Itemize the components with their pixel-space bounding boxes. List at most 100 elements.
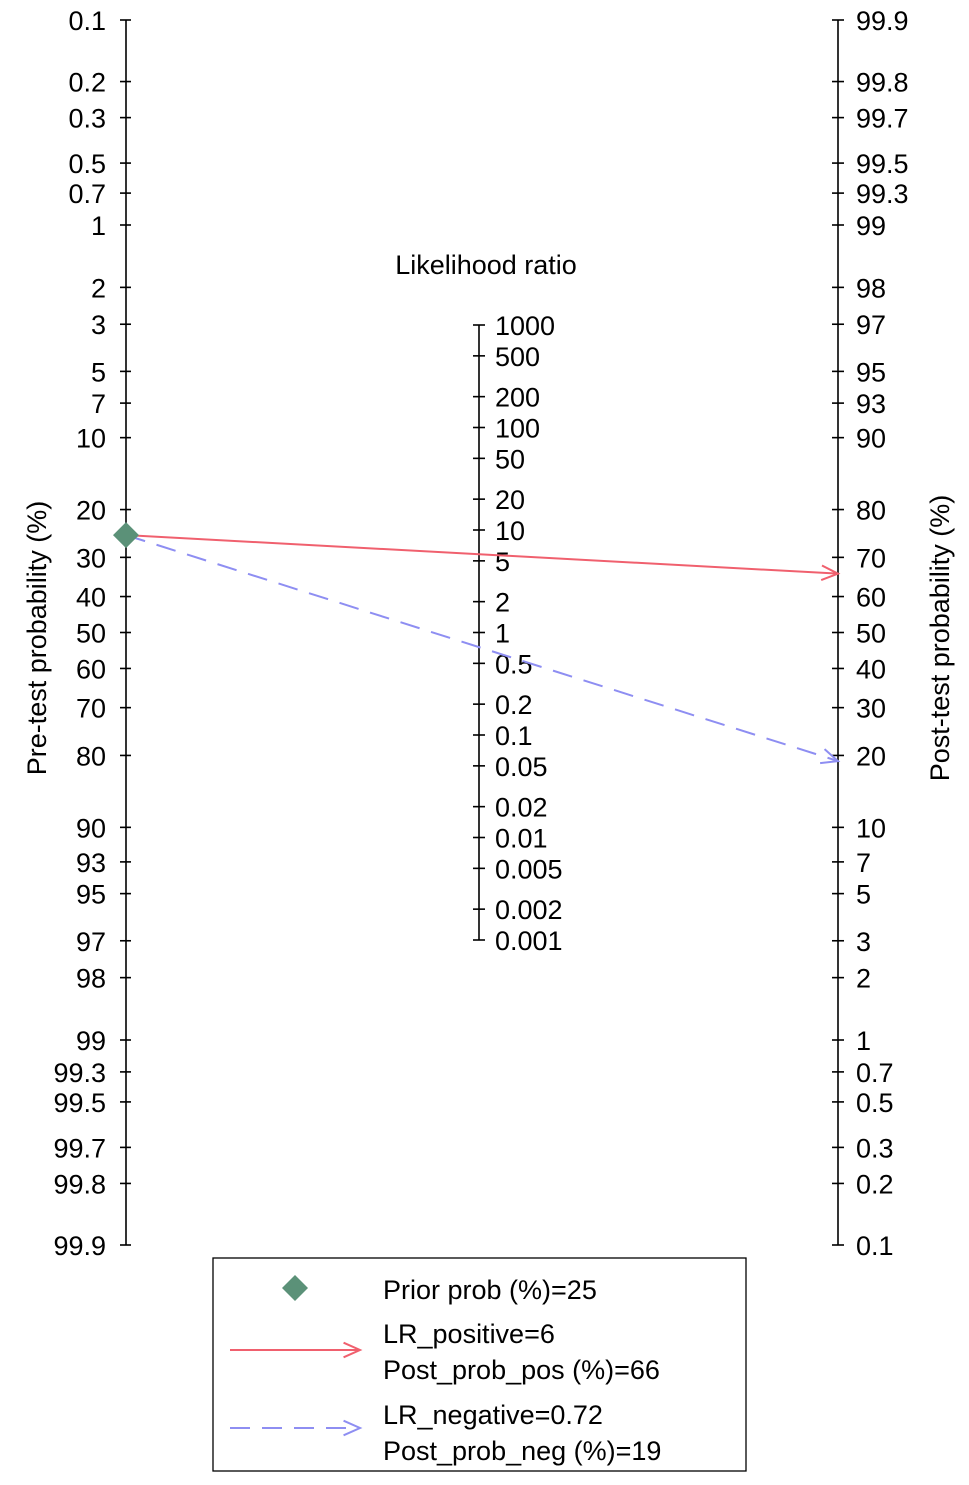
post-test-tick-label-3: 3 <box>856 927 871 957</box>
pre-test-tick-label-93: 93 <box>76 848 106 878</box>
likelihood-ratio-tick-label-5: 5 <box>495 547 510 577</box>
pre-test-tick-label-60: 60 <box>76 654 106 684</box>
positive-lr-line <box>125 534 839 575</box>
post-test-tick-label-50: 50 <box>856 619 886 649</box>
pre-test-tick-label-0-7: 0.7 <box>68 179 106 209</box>
post-test-tick-label-2: 2 <box>856 964 871 994</box>
pre-test-tick-label-7: 7 <box>91 389 106 419</box>
likelihood-ratio-tick-label-0-01: 0.01 <box>495 824 548 854</box>
legend-positive-arrowhead <box>343 1341 363 1359</box>
post-test-tick-label-93: 93 <box>856 389 886 419</box>
legend-negative-post-text: Post_prob_neg (%)=19 <box>383 1436 661 1466</box>
likelihood-ratio-tick-label-2: 2 <box>495 588 510 618</box>
pre-test-tick-label-99: 99 <box>76 1026 106 1056</box>
post-test-tick-label-99-9: 99.9 <box>856 6 909 36</box>
pre-test-tick-label-97: 97 <box>76 927 106 957</box>
likelihood-ratio-tick-label-0-05: 0.05 <box>495 752 548 782</box>
pre-test-tick-label-90: 90 <box>76 813 106 843</box>
post-test-axis-title: Post-test probability (%) <box>925 495 955 782</box>
positive-lr-arrowhead <box>820 564 841 582</box>
post-test-tick-label-0-1: 0.1 <box>856 1231 894 1261</box>
pre-test-tick-label-50: 50 <box>76 619 106 649</box>
legend-positive-lr-text: LR_positive=6 <box>383 1319 555 1349</box>
post-test-tick-label-99-5: 99.5 <box>856 149 909 179</box>
post-test-tick-label-99-7: 99.7 <box>856 104 909 134</box>
post-test-tick-label-7: 7 <box>856 848 871 878</box>
post-test-tick-label-5: 5 <box>856 880 871 910</box>
post-test-tick-label-90: 90 <box>856 424 886 454</box>
likelihood-ratio-tick-label-0-001: 0.001 <box>495 926 563 956</box>
likelihood-ratio-tick-label-1: 1 <box>495 619 510 649</box>
legend-prior-text: Prior prob (%)=25 <box>383 1275 597 1305</box>
pre-test-tick-label-99-9: 99.9 <box>53 1231 106 1261</box>
post-test-tick-label-1: 1 <box>856 1026 871 1056</box>
likelihood-ratio-tick-label-0-002: 0.002 <box>495 895 563 925</box>
pre-test-tick-label-3: 3 <box>91 310 106 340</box>
pre-test-tick-label-80: 80 <box>76 741 106 771</box>
likelihood-ratio-tick-label-20: 20 <box>495 485 525 515</box>
prior-probability-marker <box>113 522 139 549</box>
legend: Prior prob (%)=25 LR_positive=6 Post_pro… <box>212 1257 747 1472</box>
likelihood-ratio-tick-label-200: 200 <box>495 383 540 413</box>
post-test-tick-label-20: 20 <box>856 741 886 771</box>
pre-test-tick-label-95: 95 <box>76 880 106 910</box>
likelihood-ratio-tick-label-10: 10 <box>495 516 525 546</box>
nomogram-points <box>113 522 139 549</box>
post-test-tick-label-97: 97 <box>856 310 886 340</box>
post-test-tick-label-30: 30 <box>856 694 886 724</box>
pre-test-tick-label-0-1: 0.1 <box>68 6 106 36</box>
negative-lr-line <box>125 534 839 763</box>
pre-test-tick-label-1: 1 <box>91 211 106 241</box>
pre-test-tick-label-0-2: 0.2 <box>68 68 106 98</box>
negative-lr-arrowhead <box>820 748 841 765</box>
post-test-tick-label-0-2: 0.2 <box>856 1169 894 1199</box>
likelihood-ratio-tick-label-0-2: 0.2 <box>495 690 533 720</box>
pre-test-tick-label-0-3: 0.3 <box>68 104 106 134</box>
pre-test-tick-label-99-3: 99.3 <box>53 1058 106 1088</box>
pre-test-tick-label-99-8: 99.8 <box>53 1169 106 1199</box>
post-test-tick-label-40: 40 <box>856 654 886 684</box>
legend-negative-arrowhead <box>343 1419 363 1437</box>
post-test-tick-label-0-3: 0.3 <box>856 1133 894 1163</box>
pre-test-axis-title: Pre-test probability (%) <box>22 501 52 776</box>
post-test-tick-label-0-7: 0.7 <box>856 1058 894 1088</box>
post-test-tick-label-95: 95 <box>856 357 886 387</box>
pre-test-tick-label-2: 2 <box>91 273 106 303</box>
likelihood-ratio-tick-label-0-005: 0.005 <box>495 854 563 884</box>
likelihood-ratio-tick-label-50: 50 <box>495 444 525 474</box>
pre-test-tick-label-70: 70 <box>76 694 106 724</box>
post-test-tick-label-70: 70 <box>856 543 886 573</box>
post-test-tick-label-80: 80 <box>856 496 886 526</box>
post-test-tick-label-99-8: 99.8 <box>856 68 909 98</box>
legend-prior-marker <box>282 1275 308 1301</box>
pre-test-tick-label-30: 30 <box>76 543 106 573</box>
post-test-tick-label-0-5: 0.5 <box>856 1088 894 1118</box>
pre-test-tick-label-99-5: 99.5 <box>53 1088 106 1118</box>
pre-test-tick-label-10: 10 <box>76 424 106 454</box>
pre-test-tick-label-20: 20 <box>76 496 106 526</box>
legend-negative-lr-text: LR_negative=0.72 <box>383 1400 603 1430</box>
likelihood-ratio-tick-label-0-1: 0.1 <box>495 721 533 751</box>
pre-test-tick-label-40: 40 <box>76 583 106 613</box>
pre-test-tick-label-0-5: 0.5 <box>68 149 106 179</box>
likelihood-ratio-tick-label-0-02: 0.02 <box>495 793 548 823</box>
likelihood-ratio-tick-label-100: 100 <box>495 414 540 444</box>
likelihood-ratio-tick-label-1000: 1000 <box>495 311 555 341</box>
nomogram-lines <box>125 534 841 765</box>
likelihood-ratio-tick-label-500: 500 <box>495 342 540 372</box>
legend-markers <box>230 1275 363 1437</box>
post-test-tick-label-98: 98 <box>856 273 886 303</box>
likelihood-ratio-axis: 10005002001005020105210.50.20.10.050.020… <box>473 311 563 956</box>
post-test-tick-label-60: 60 <box>856 583 886 613</box>
post-test-tick-label-99: 99 <box>856 211 886 241</box>
pre-test-axis: 0.1 0.2 0.3 0.50.71 2 3 57 10 20 30 40 50 60 70 80 90 93… <box>53 6 131 1261</box>
legend-positive-post-text: Post_prob_pos (%)=66 <box>383 1355 660 1385</box>
likelihood-ratio-axis-title: Likelihood ratio <box>395 250 577 280</box>
post-test-axis: 99.999.899.799.599.399989795939080706050… <box>832 6 909 1261</box>
pre-test-tick-label-99-7: 99.7 <box>53 1133 106 1163</box>
post-test-tick-label-10: 10 <box>856 813 886 843</box>
pre-test-tick-label-5: 5 <box>91 357 106 387</box>
pre-test-tick-label-98: 98 <box>76 964 106 994</box>
post-test-tick-label-99-3: 99.3 <box>856 179 909 209</box>
